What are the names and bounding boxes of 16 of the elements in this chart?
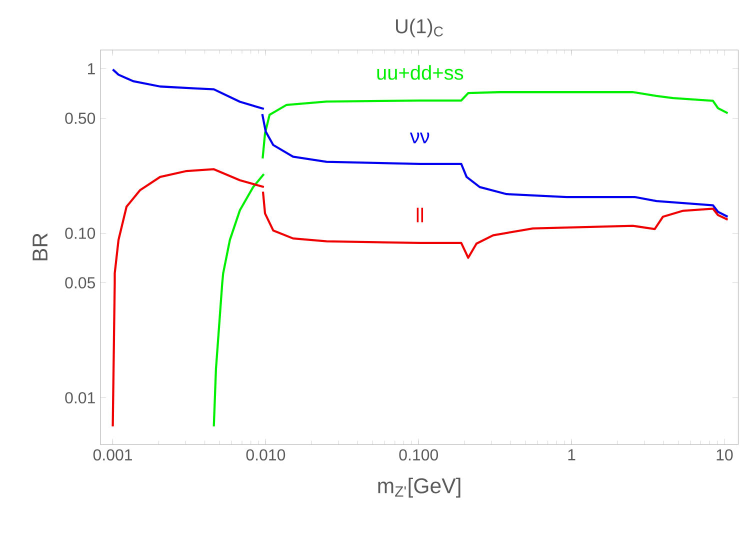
x-tick-label: 10 [716,449,733,461]
x-tick-label: 1 [568,449,576,460]
y-tick-label: 0.50 [65,112,96,124]
series-label: ll [416,208,424,222]
y-tick-label: 1 [88,63,95,74]
y-tick-label: 0.10 [65,228,96,239]
series-label: uu+dd+ss [377,65,464,80]
x-axis-title: m$_{Z'}$[GeV] [378,478,460,498]
y-axis-title: BR [32,233,48,260]
x-tick-label: 0.100 [399,449,438,461]
x-tick-label: 0.001 [93,449,132,461]
series-label: νν [410,132,430,144]
x-tick-label: 0.010 [246,449,286,461]
y-tick-label: 0.01 [65,392,95,404]
chart-title: U(1)$_{C}$ [396,18,443,38]
y-tick-label: 0.05 [65,277,96,288]
